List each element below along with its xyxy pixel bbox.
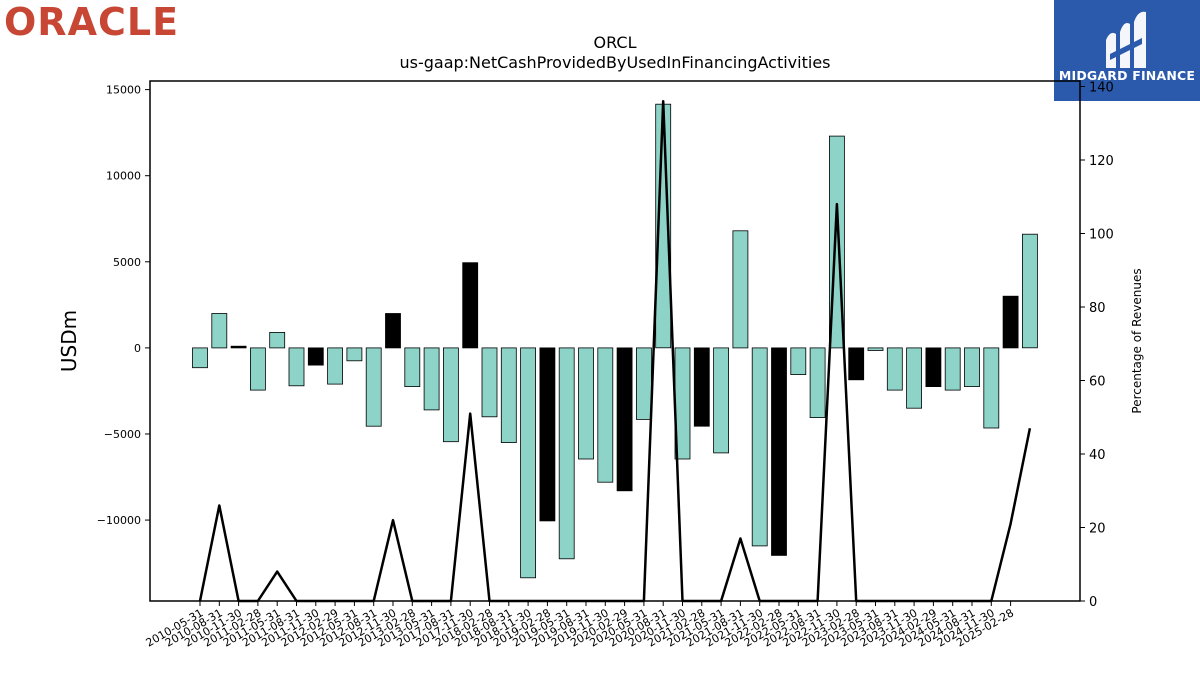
y2-tick-label: 120: [1089, 154, 1114, 169]
y2-tick-label: 60: [1089, 375, 1106, 390]
bar: [500, 347, 517, 443]
bar: [944, 347, 961, 391]
midgard-emblem-icon: [1106, 11, 1146, 68]
bar: [404, 347, 421, 387]
line-series: [198, 99, 1032, 603]
bar: [385, 313, 401, 349]
bar: [1002, 295, 1019, 349]
y2-tick-label: 20: [1089, 522, 1106, 537]
y-tick-label: −5000: [104, 428, 141, 441]
bar: [327, 347, 344, 385]
y2-tick-label: 100: [1089, 228, 1114, 243]
bar: [751, 347, 768, 547]
bar: [790, 347, 807, 375]
chart-subtitle: us-gaap:NetCashProvidedByUsedInFinancing…: [399, 53, 830, 72]
bar: [636, 347, 652, 420]
bar: [771, 347, 787, 556]
bar: [442, 347, 459, 443]
bar: [288, 347, 305, 387]
midgard-finance-logo: MIDGARD FINANCE: [1054, 0, 1200, 101]
bar: [578, 347, 594, 460]
y2-tick-label: 80: [1089, 301, 1106, 316]
axes: 15000 10000 5000 0 −5000 −10000 0 20 40 60 80 100 12…: [97, 80, 1114, 650]
bar: [616, 347, 633, 492]
bar: [713, 347, 729, 454]
bar: [848, 347, 865, 381]
bar: [964, 347, 980, 387]
bar: [597, 347, 614, 483]
y-tick-label: 15000: [106, 84, 141, 97]
y2-axis-label: Percentage of Revenues: [1130, 268, 1144, 413]
y2-tick-label: 140: [1089, 81, 1114, 96]
plot-frame: [149, 80, 1081, 602]
bar: [192, 347, 208, 369]
bar: [1022, 233, 1038, 349]
bar-series: [192, 103, 1038, 579]
bar: [520, 347, 536, 579]
y-tick-label: 10000: [106, 170, 141, 183]
bar: [925, 347, 942, 387]
bar: [558, 347, 575, 560]
bar: [365, 347, 382, 427]
bar: [230, 345, 247, 349]
bar: [423, 347, 440, 411]
bar: [307, 347, 324, 366]
oracle-logo: ORACLE: [4, 0, 180, 44]
y-axis-label: USDm: [57, 310, 81, 372]
bar: [462, 262, 479, 349]
bar: [249, 347, 266, 391]
bar: [906, 347, 922, 409]
bar: [809, 347, 826, 418]
y-tick-label: 5000: [113, 256, 141, 269]
bar: [983, 347, 1000, 429]
bar: [269, 331, 286, 349]
bar: [539, 347, 556, 522]
bar: [211, 313, 228, 349]
bar: [886, 347, 903, 391]
y-tick-label: 0: [134, 342, 141, 355]
y2-tick-label: 40: [1089, 448, 1106, 463]
percentage-line: [198, 99, 1032, 603]
bar: [867, 347, 884, 351]
bar: [346, 347, 363, 362]
bar: [481, 347, 498, 418]
midgard-finance-wordmark: MIDGARD FINANCE: [1058, 68, 1196, 83]
bar: [732, 230, 749, 349]
bar: [693, 347, 710, 427]
y2-tick-label: 0: [1089, 595, 1097, 610]
y-tick-label: −10000: [97, 514, 141, 527]
chart-title: ORCL: [594, 33, 637, 52]
